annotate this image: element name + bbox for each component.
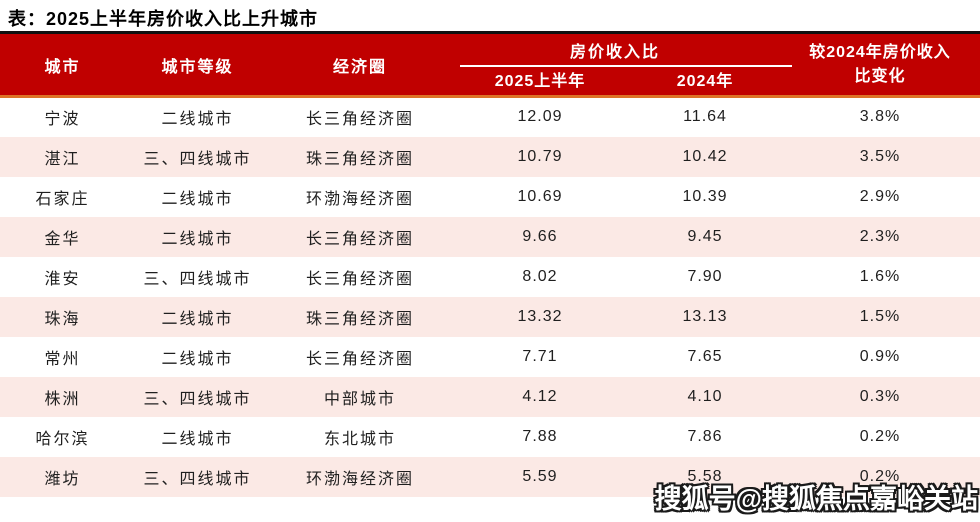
cell-ratio-2025h1: 7.88	[450, 416, 630, 457]
cell-change: 3.5%	[780, 136, 980, 177]
cell-change: 1.6%	[780, 256, 980, 297]
table-body: 宁波 二线城市 长三角经济圈 12.09 11.64 3.8% 湛江 三、四线城市 珠三角经济圈…	[0, 96, 980, 497]
cell-change: 0.9%	[780, 336, 980, 377]
cell-city-tier: 三、四线城市	[125, 136, 270, 177]
header-economic-zone: 经济圈	[270, 32, 450, 97]
cell-ratio-2024: 11.64	[630, 96, 781, 137]
header-2025-h1: 2025上半年	[450, 66, 630, 97]
cell-ratio-2025h1: 7.71	[450, 336, 630, 377]
cell-city: 常州	[0, 336, 125, 377]
cell-economic-zone: 环渤海经济圈	[270, 456, 450, 497]
cell-city: 石家庄	[0, 176, 125, 217]
cell-ratio-2024: 13.13	[630, 296, 781, 337]
table-row: 湛江 三、四线城市 珠三角经济圈 10.79 10.42 3.5%	[0, 136, 980, 177]
cell-economic-zone: 长三角经济圈	[270, 336, 450, 377]
table-row: 宁波 二线城市 长三角经济圈 12.09 11.64 3.8%	[0, 96, 980, 137]
table-row: 株洲 三、四线城市 中部城市 4.12 4.10 0.3%	[0, 376, 980, 417]
cell-ratio-2024: 10.39	[630, 176, 781, 217]
cell-ratio-2025h1: 12.09	[450, 96, 630, 137]
header-city: 城市	[0, 32, 125, 97]
cell-city-tier: 二线城市	[125, 416, 270, 457]
cell-change: 2.9%	[780, 176, 980, 217]
cell-city-tier: 二线城市	[125, 336, 270, 377]
cell-ratio-2024: 9.45	[630, 216, 781, 257]
cell-economic-zone: 珠三角经济圈	[270, 136, 450, 177]
cell-ratio-2025h1: 4.12	[450, 376, 630, 417]
cell-city-tier: 三、四线城市	[125, 376, 270, 417]
cell-economic-zone: 东北城市	[270, 416, 450, 457]
cell-ratio-2024: 4.10	[630, 376, 781, 417]
cell-ratio-2025h1: 10.69	[450, 176, 630, 217]
table-row: 淮安 三、四线城市 长三角经济圈 8.02 7.90 1.6%	[0, 256, 980, 297]
cell-ratio-2024: 7.90	[630, 256, 781, 297]
table-row: 常州 二线城市 长三角经济圈 7.71 7.65 0.9%	[0, 336, 980, 377]
cell-city-tier: 三、四线城市	[125, 256, 270, 297]
cell-change: 0.2%	[780, 456, 980, 497]
cell-change: 0.3%	[780, 376, 980, 417]
cell-economic-zone: 长三角经济圈	[270, 256, 450, 297]
cell-city: 潍坊	[0, 456, 125, 497]
cell-ratio-2025h1: 13.32	[450, 296, 630, 337]
cell-ratio-2025h1: 9.66	[450, 216, 630, 257]
cell-economic-zone: 长三角经济圈	[270, 96, 450, 137]
cell-ratio-2025h1: 8.02	[450, 256, 630, 297]
cell-city: 金华	[0, 216, 125, 257]
cell-change: 0.2%	[780, 416, 980, 457]
cell-change: 2.3%	[780, 216, 980, 257]
table-row: 哈尔滨 二线城市 东北城市 7.88 7.86 0.2%	[0, 416, 980, 457]
header-ratio-group: 房价收入比	[450, 32, 793, 67]
cell-city-tier: 二线城市	[125, 296, 270, 337]
cell-economic-zone: 中部城市	[270, 376, 450, 417]
cell-city-tier: 二线城市	[125, 216, 270, 257]
cell-economic-zone: 长三角经济圈	[270, 216, 450, 257]
cell-ratio-2025h1: 5.59	[450, 456, 630, 497]
table-row: 金华 二线城市 长三角经济圈 9.66 9.45 2.3%	[0, 216, 980, 257]
cell-ratio-2024: 10.42	[630, 136, 781, 177]
header-change-vs-2024-label: 较2024年房价收入比变化	[809, 43, 951, 85]
cell-city: 哈尔滨	[0, 416, 125, 457]
cell-city: 宁波	[0, 96, 125, 137]
cell-city: 淮安	[0, 256, 125, 297]
cell-ratio-2025h1: 10.79	[450, 136, 630, 177]
table-row: 潍坊 三、四线城市 环渤海经济圈 5.59 5.58 0.2%	[0, 456, 980, 497]
cell-economic-zone: 珠三角经济圈	[270, 296, 450, 337]
cell-change: 1.5%	[780, 296, 980, 337]
table-header: 城市 城市等级 经济圈 房价收入比 较2024年房价收入比变化 2025上半年 …	[0, 32, 980, 97]
header-change-vs-2024: 较2024年房价收入比变化	[780, 32, 980, 97]
table-row: 石家庄 二线城市 环渤海经济圈 10.69 10.39 2.9%	[0, 176, 980, 217]
table-row: 珠海 二线城市 珠三角经济圈 13.32 13.13 1.5%	[0, 296, 980, 337]
cell-economic-zone: 环渤海经济圈	[270, 176, 450, 217]
watermark: 搜狐号@搜狐焦点嘉峪关站	[654, 484, 978, 514]
cell-change: 3.8%	[780, 96, 980, 137]
cell-ratio-2024: 7.65	[630, 336, 781, 377]
housing-price-income-ratio-table: 城市 城市等级 经济圈 房价收入比 较2024年房价收入比变化 2025上半年 …	[0, 31, 980, 497]
cell-city-tier: 二线城市	[125, 176, 270, 217]
cell-ratio-2024: 5.58	[630, 456, 781, 497]
cell-ratio-2024: 7.86	[630, 416, 781, 457]
cell-city: 湛江	[0, 136, 125, 177]
cell-city-tier: 二线城市	[125, 96, 270, 137]
cell-city: 珠海	[0, 296, 125, 337]
header-2024: 2024年	[630, 66, 781, 97]
table-title: 表：2025上半年房价收入比上升城市	[8, 9, 319, 29]
cell-city: 株洲	[0, 376, 125, 417]
cell-city-tier: 三、四线城市	[125, 456, 270, 497]
header-city-tier: 城市等级	[125, 32, 270, 97]
